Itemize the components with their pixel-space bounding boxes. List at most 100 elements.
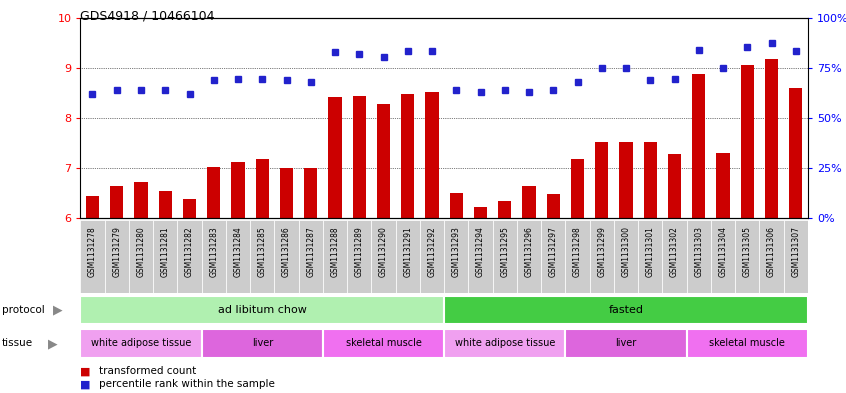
Text: GSM1131288: GSM1131288: [331, 226, 339, 277]
Text: ▶: ▶: [53, 303, 63, 317]
Bar: [255, 159, 269, 218]
Bar: [638, 220, 662, 293]
Text: tissue: tissue: [2, 338, 33, 349]
Text: GSM1131299: GSM1131299: [597, 226, 607, 277]
Bar: [547, 194, 560, 218]
Text: skeletal muscle: skeletal muscle: [709, 338, 785, 349]
Text: GSM1131285: GSM1131285: [258, 226, 266, 277]
Bar: [110, 185, 124, 218]
Bar: [396, 220, 420, 293]
Bar: [129, 220, 153, 293]
Bar: [426, 92, 439, 218]
Text: GSM1131278: GSM1131278: [88, 226, 97, 277]
Bar: [444, 220, 469, 293]
Text: GSM1131303: GSM1131303: [695, 226, 703, 277]
Bar: [783, 220, 808, 293]
Text: GDS4918 / 10466104: GDS4918 / 10466104: [80, 10, 215, 23]
Text: white adipose tissue: white adipose tissue: [91, 338, 191, 349]
Text: ■: ■: [80, 366, 91, 376]
Bar: [226, 220, 250, 293]
Bar: [565, 220, 590, 293]
Text: GSM1131286: GSM1131286: [282, 226, 291, 277]
Text: GSM1131292: GSM1131292: [427, 226, 437, 277]
Bar: [304, 168, 317, 218]
Text: GSM1131302: GSM1131302: [670, 226, 679, 277]
Bar: [80, 296, 444, 324]
Bar: [207, 167, 221, 218]
Bar: [687, 220, 711, 293]
Text: GSM1131298: GSM1131298: [573, 226, 582, 277]
Text: GSM1131289: GSM1131289: [354, 226, 364, 277]
Text: GSM1131293: GSM1131293: [452, 226, 461, 277]
Bar: [692, 74, 706, 218]
Text: GSM1131300: GSM1131300: [622, 226, 630, 277]
Bar: [444, 296, 808, 324]
Text: GSM1131304: GSM1131304: [718, 226, 728, 277]
Bar: [571, 159, 585, 218]
Bar: [711, 220, 735, 293]
Text: GSM1131284: GSM1131284: [233, 226, 243, 277]
Text: GSM1131280: GSM1131280: [136, 226, 146, 277]
Text: protocol: protocol: [2, 305, 45, 315]
Bar: [469, 220, 492, 293]
Text: liver: liver: [251, 338, 273, 349]
Text: GSM1131295: GSM1131295: [500, 226, 509, 277]
Bar: [183, 199, 196, 218]
Bar: [614, 220, 638, 293]
Bar: [250, 220, 274, 293]
Bar: [135, 182, 148, 218]
Bar: [231, 162, 244, 218]
Text: GSM1131290: GSM1131290: [379, 226, 388, 277]
Bar: [401, 94, 415, 218]
Text: GSM1131279: GSM1131279: [113, 226, 121, 277]
Text: fasted: fasted: [608, 305, 644, 315]
Bar: [274, 220, 299, 293]
Text: GSM1131296: GSM1131296: [525, 226, 534, 277]
Bar: [541, 220, 565, 293]
Bar: [105, 220, 129, 293]
Bar: [80, 329, 201, 358]
Bar: [85, 196, 99, 218]
Text: white adipose tissue: white adipose tissue: [454, 338, 555, 349]
Text: transformed count: transformed count: [99, 366, 196, 376]
Bar: [323, 220, 347, 293]
Text: percentile rank within the sample: percentile rank within the sample: [99, 379, 275, 389]
Bar: [280, 168, 294, 218]
Text: GSM1131305: GSM1131305: [743, 226, 752, 277]
Bar: [522, 185, 536, 218]
Text: GSM1131281: GSM1131281: [161, 226, 170, 277]
Bar: [158, 191, 172, 218]
Text: GSM1131307: GSM1131307: [791, 226, 800, 277]
Bar: [760, 220, 783, 293]
Bar: [717, 153, 730, 218]
Bar: [80, 220, 105, 293]
Bar: [376, 105, 390, 218]
Bar: [667, 154, 681, 218]
Bar: [299, 220, 323, 293]
Text: ad libitum chow: ad libitum chow: [217, 305, 307, 315]
Bar: [153, 220, 178, 293]
Text: GSM1131297: GSM1131297: [549, 226, 558, 277]
Bar: [328, 97, 342, 218]
Bar: [498, 200, 512, 218]
Bar: [449, 193, 463, 218]
Text: ▶: ▶: [48, 337, 58, 350]
Bar: [371, 220, 396, 293]
Text: GSM1131306: GSM1131306: [767, 226, 776, 277]
Bar: [492, 220, 517, 293]
Bar: [474, 207, 487, 218]
Bar: [178, 220, 201, 293]
Bar: [595, 142, 608, 218]
Text: GSM1131294: GSM1131294: [476, 226, 485, 277]
Bar: [687, 329, 808, 358]
Bar: [201, 220, 226, 293]
Text: ■: ■: [80, 379, 91, 389]
Bar: [201, 329, 323, 358]
Bar: [740, 65, 754, 218]
Bar: [735, 220, 760, 293]
Bar: [789, 88, 803, 218]
Bar: [644, 142, 657, 218]
Bar: [323, 329, 444, 358]
Text: GSM1131287: GSM1131287: [306, 226, 316, 277]
Text: GSM1131291: GSM1131291: [404, 226, 412, 277]
